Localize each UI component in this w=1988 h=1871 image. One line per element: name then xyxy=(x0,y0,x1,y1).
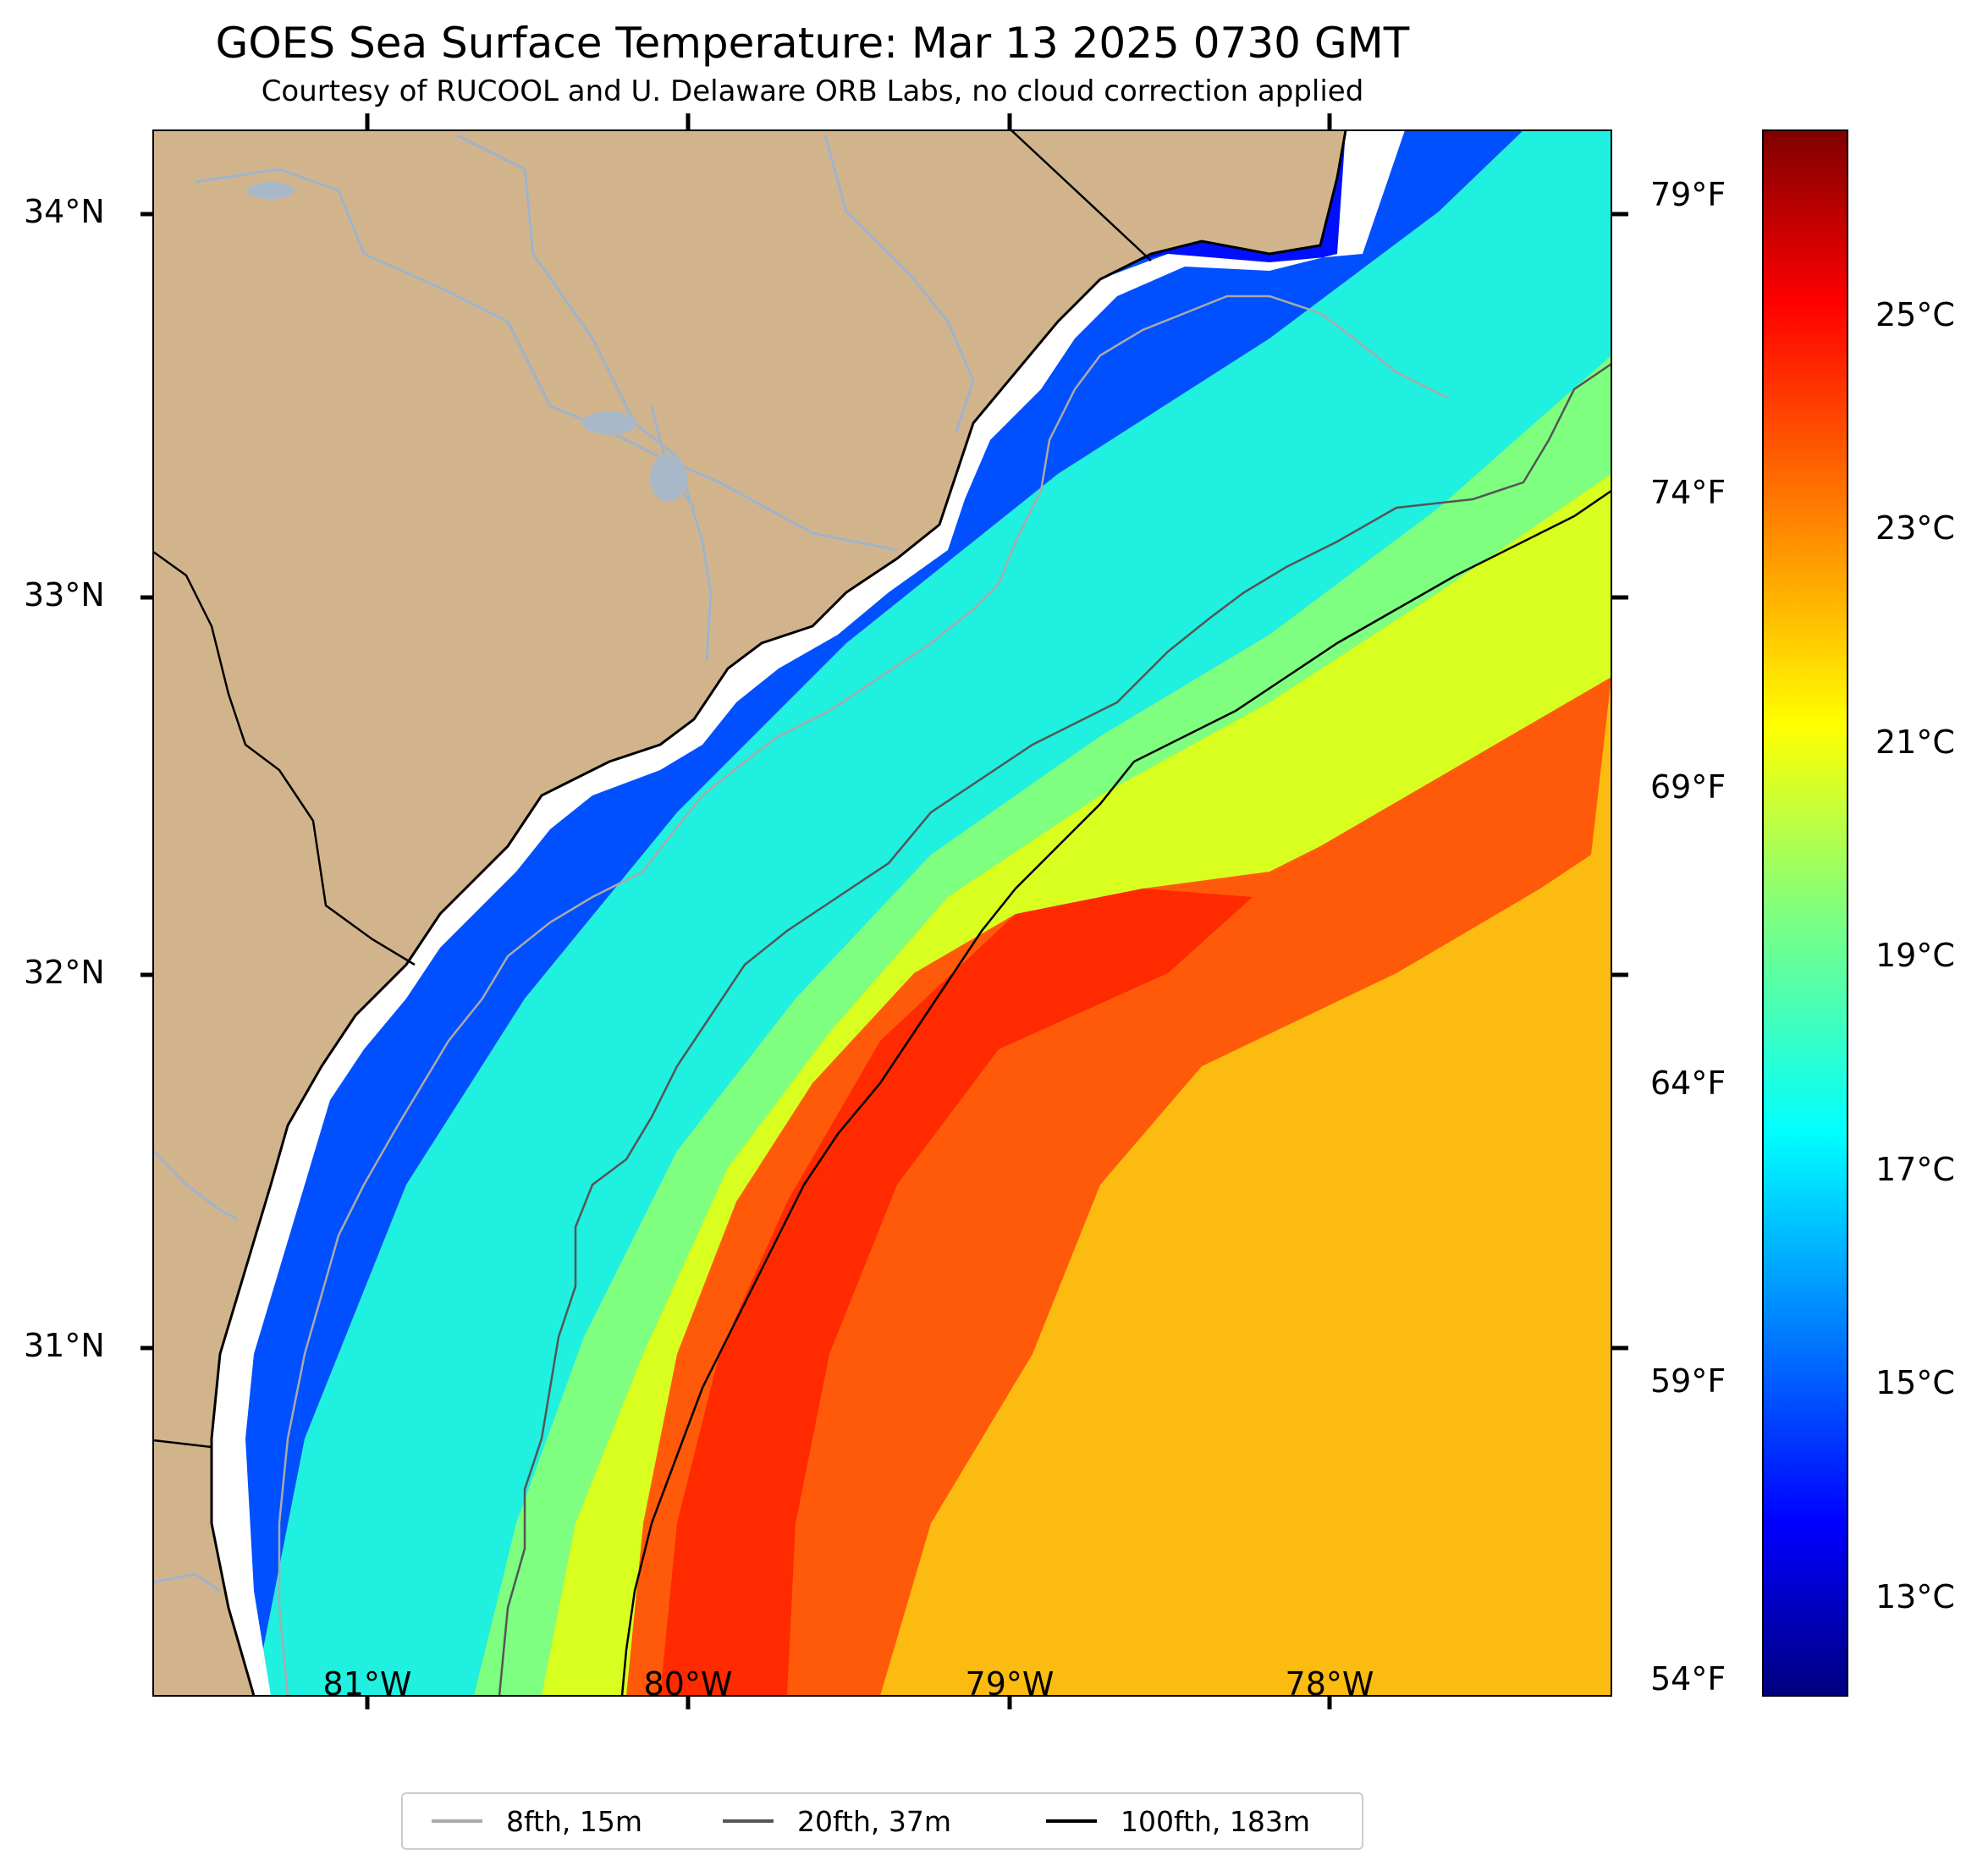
shelf-edge-yellow xyxy=(542,474,1611,1696)
legend-line-dark-gray xyxy=(723,1819,774,1823)
shelf-green xyxy=(474,355,1611,1696)
contour-100fth-183m xyxy=(620,489,1611,1696)
legend-item-8fth: 8fth, 15m xyxy=(432,1794,642,1848)
map-subtitle: Courtesy of RUCOOL and U. Delaware ORB L… xyxy=(261,74,1364,108)
lon-label-80: 80°W xyxy=(643,1665,733,1703)
ticks xyxy=(140,113,1628,1709)
c-label-21: 21°C xyxy=(1875,724,1955,761)
map-frame xyxy=(152,129,1612,1697)
c-label-17: 17°C xyxy=(1875,1151,1955,1188)
f-label-59: 59°F xyxy=(1650,1362,1726,1400)
f-label-54: 54°F xyxy=(1650,1660,1726,1698)
c-label-23: 23°C xyxy=(1875,509,1955,547)
legend-label-8fth: 8fth, 15m xyxy=(506,1804,643,1838)
legend-label-20fth: 20fth, 37m xyxy=(797,1804,951,1838)
gulf-stream xyxy=(626,677,1611,1696)
legend-line-light-gray xyxy=(432,1819,482,1823)
f-label-74: 74°F xyxy=(1650,474,1726,511)
land xyxy=(153,130,1346,1696)
lat-label-34: 34°N xyxy=(24,193,105,230)
legend-label-100fth: 100fth, 183m xyxy=(1121,1804,1310,1838)
gulf-stream-core xyxy=(660,889,1253,1696)
lon-label-81: 81°W xyxy=(322,1665,412,1703)
legend-line-black xyxy=(1046,1819,1097,1823)
colorbar xyxy=(1762,129,1848,1697)
lat-label-31: 31°N xyxy=(24,1327,105,1364)
f-label-69: 69°F xyxy=(1650,768,1726,806)
c-label-25: 25°C xyxy=(1875,296,1955,333)
map-area xyxy=(153,130,1611,1696)
lat-label-32: 32°N xyxy=(24,954,105,991)
legend-item-20fth: 20fth, 37m xyxy=(723,1794,951,1848)
state-border-sc-ga xyxy=(153,550,416,966)
legend-item-100fth: 100fth, 183m xyxy=(1046,1794,1310,1848)
contour-20fth-37m xyxy=(498,362,1611,1696)
state-border-nc-sc xyxy=(1011,130,1152,261)
contour-legend: 8fth, 15m 20fth, 37m 100fth, 183m xyxy=(401,1792,1363,1850)
coastline xyxy=(210,130,1347,1696)
lon-label-79: 79°W xyxy=(965,1665,1055,1703)
c-label-13: 13°C xyxy=(1875,1578,1955,1615)
contour-8fth-15m xyxy=(278,294,1448,1696)
f-label-64: 64°F xyxy=(1650,1065,1726,1102)
lat-label-33: 33°N xyxy=(24,576,105,614)
f-label-79: 79°F xyxy=(1650,176,1726,213)
reservoirs xyxy=(247,182,687,502)
map-title: GOES Sea Surface Temperature: Mar 13 202… xyxy=(215,19,1410,68)
c-label-15: 15°C xyxy=(1875,1364,1955,1401)
c-label-19: 19°C xyxy=(1875,937,1955,974)
shelf-cyan xyxy=(254,130,1611,1696)
coastal-no-data xyxy=(212,130,1405,1696)
state-border-ga-fl xyxy=(153,1439,212,1449)
lon-label-78: 78°W xyxy=(1285,1665,1374,1703)
